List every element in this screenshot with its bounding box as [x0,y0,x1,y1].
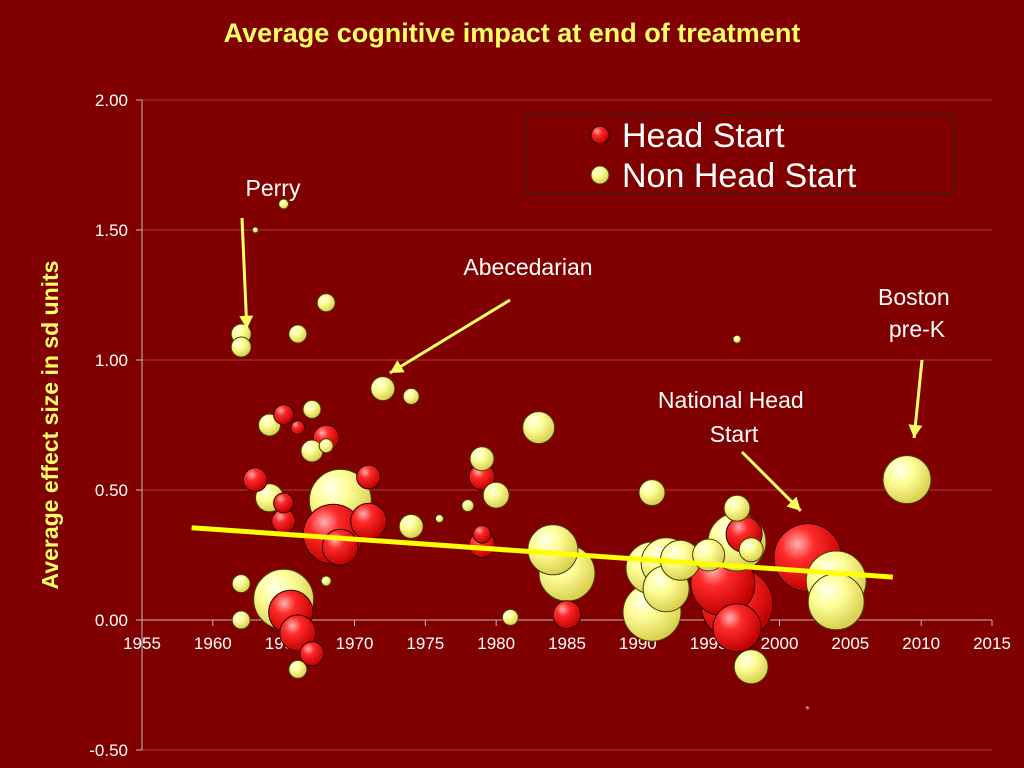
non-head-start-point [231,610,251,630]
annotation-arrow-national [740,450,802,512]
annotation-boston-line-2: pre-K [889,316,946,342]
non-head-start-point [231,574,251,594]
non-head-start-point [316,293,336,313]
non-head-start-point [370,376,396,402]
legend: Head Start Non Head Start [524,114,955,195]
head-start-point [299,641,325,667]
non-head-start-point [469,446,495,472]
non-head-start-point [318,438,334,454]
annotation-arrowhead-boston [908,424,923,438]
non-head-start-point [882,455,932,505]
head-start-point [273,492,295,514]
trend-line-group [191,525,894,580]
annotations: Perry Abecedarian Boston pre-K National … [239,175,956,512]
y-axis-label: Average effect size in sd units [37,261,63,590]
annotation-arrowhead-abecedarian [389,360,405,373]
x-tick-label: 2015 [973,634,1011,653]
x-tick-label: 1970 [336,634,374,653]
x-tick-label: 1980 [477,634,515,653]
head-start-point [350,502,388,540]
head-start-point [279,614,317,652]
non-head-start-point [522,411,556,445]
non-head-start-point [402,387,420,405]
annotation-abecedarian: Abecedarian [463,254,592,280]
head-start-point [242,467,268,493]
y-tick-label: 0.00 [95,611,128,630]
annotation-arrow-perry [240,217,249,329]
annotation-arrowhead-national [786,496,801,511]
gridlines [136,99,993,751]
trend-line [191,525,894,580]
annotation-arrow-abecedarian [389,298,511,375]
annotation-boston-line-1: Boston [878,284,950,310]
non-head-start-point [501,608,519,626]
x-tick-label: 1960 [194,634,232,653]
non-head-start-point [638,479,666,507]
non-head-start-point [723,494,751,522]
head-start-point [712,603,762,653]
x-tick-label: 1975 [406,634,444,653]
annotation-national-line-1: National Head [658,387,804,413]
annotation-boston-pre-k: Boston pre-K [878,284,956,342]
annotation-arrowhead-perry [239,315,254,329]
head-start-point [472,524,492,544]
head-start-point [290,420,306,436]
chart-title: Average cognitive impact at end of treat… [224,18,801,48]
non-head-start-point [288,324,308,344]
legend-marker-head-start [590,125,610,145]
head-start-point [356,464,382,490]
head-start-point [273,404,295,426]
y-tick-label: 1.50 [95,221,128,240]
non-head-start-point [278,198,290,210]
legend-box [524,114,955,194]
y-tick-label: 1.00 [95,351,128,370]
y-tick-label: 0.50 [95,481,128,500]
annotation-arrow-boston [912,359,924,439]
y-tick-label: -0.50 [89,741,128,760]
legend-marker-non-head-start [590,165,610,185]
non-head-start-point [738,537,764,563]
y-tick-labels: 2.00 1.50 1.00 0.50 0.00 -0.50 [89,91,128,760]
non-head-start-point [435,514,444,524]
non-head-start-point [482,481,510,509]
x-tick-label: 2005 [831,634,869,653]
non-head-start-point [807,573,865,631]
non-head-start-point [732,334,742,344]
head-start-point [552,600,582,630]
non-head-start-point [251,226,259,234]
y-tick-label: 2.00 [95,91,128,110]
legend-label-non-head-start: Non Head Start [622,157,857,195]
x-tick-label: 2000 [761,634,799,653]
non-head-start-point [733,649,769,685]
non-head-start-point [320,575,332,587]
head-start-point [321,528,359,566]
head-start-point [804,704,812,712]
x-tick-label: 2010 [902,634,940,653]
annotation-national-line-2: Start [710,421,759,447]
x-tick-label: 1985 [548,634,586,653]
annotation-national-head-start: National Head Start [658,387,810,447]
non-head-start-point [461,499,475,513]
non-head-start-point [302,399,322,419]
legend-label-head-start: Head Start [622,117,785,155]
non-head-start-point [398,513,424,539]
x-tick-labels: 1955196019651970197519801985199019952000… [123,634,1011,653]
non-head-start-point [230,336,252,358]
non-head-start-point [288,659,308,679]
annotation-perry: Perry [246,175,301,201]
x-tick-label: 1955 [123,634,161,653]
